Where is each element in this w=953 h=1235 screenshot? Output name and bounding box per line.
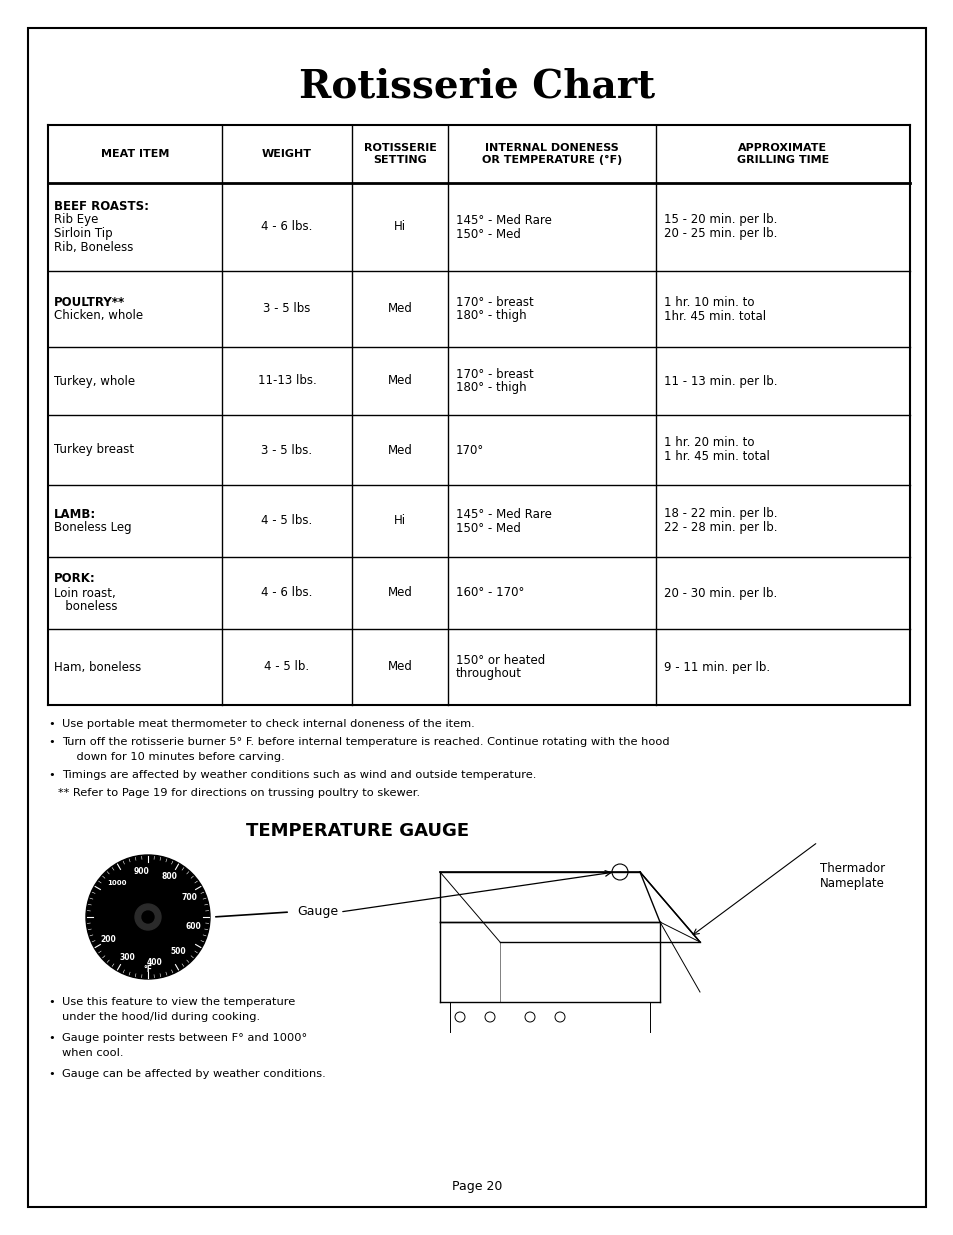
- Text: PORK:: PORK:: [54, 573, 95, 585]
- Text: Use portable meat thermometer to check internal doneness of the item.: Use portable meat thermometer to check i…: [62, 719, 475, 729]
- Text: 145° - Med Rare: 145° - Med Rare: [456, 214, 551, 226]
- Text: under the hood/lid during cooking.: under the hood/lid during cooking.: [62, 1011, 260, 1023]
- Text: Sirloin Tip: Sirloin Tip: [54, 227, 112, 241]
- Text: 4 - 5 lb.: 4 - 5 lb.: [264, 661, 309, 673]
- Text: 500: 500: [171, 947, 187, 956]
- Text: 300: 300: [119, 953, 135, 962]
- Text: ROTISSERIE
SETTING: ROTISSERIE SETTING: [363, 143, 436, 164]
- Text: 22 - 28 min. per lb.: 22 - 28 min. per lb.: [663, 521, 777, 535]
- Text: Turn off the rotisserie burner 5° F. before internal temperature is reached. Con: Turn off the rotisserie burner 5° F. bef…: [62, 737, 669, 747]
- Text: when cool.: when cool.: [62, 1049, 123, 1058]
- Text: 4 - 5 lbs.: 4 - 5 lbs.: [261, 515, 313, 527]
- Text: Med: Med: [387, 661, 412, 673]
- Text: 170°: 170°: [456, 443, 484, 457]
- Text: •: •: [48, 1070, 54, 1079]
- Text: 1hr. 45 min. total: 1hr. 45 min. total: [663, 310, 765, 322]
- Text: Chicken, whole: Chicken, whole: [54, 310, 143, 322]
- Text: 150° - Med: 150° - Med: [456, 521, 520, 535]
- Circle shape: [142, 911, 153, 923]
- Text: Med: Med: [387, 374, 412, 388]
- Text: Timings are affected by weather conditions such as wind and outside temperature.: Timings are affected by weather conditio…: [62, 769, 536, 781]
- Text: Loin roast,: Loin roast,: [54, 587, 115, 599]
- Text: 150° or heated: 150° or heated: [456, 653, 545, 667]
- Text: Med: Med: [387, 587, 412, 599]
- Text: boneless: boneless: [54, 600, 117, 614]
- Text: down for 10 minutes before carving.: down for 10 minutes before carving.: [62, 752, 284, 762]
- Text: 180° - thigh: 180° - thigh: [456, 310, 526, 322]
- Text: throughout: throughout: [456, 667, 521, 680]
- Text: 200: 200: [100, 935, 116, 945]
- Text: 180° - thigh: 180° - thigh: [456, 382, 526, 394]
- Text: Gauge can be affected by weather conditions.: Gauge can be affected by weather conditi…: [62, 1070, 325, 1079]
- Text: 4 - 6 lbs.: 4 - 6 lbs.: [261, 221, 313, 233]
- Text: Gauge pointer rests between F° and 1000°: Gauge pointer rests between F° and 1000°: [62, 1032, 307, 1044]
- Text: Rotisserie Chart: Rotisserie Chart: [298, 67, 655, 105]
- Text: 20 - 30 min. per lb.: 20 - 30 min. per lb.: [663, 587, 777, 599]
- Text: 1 hr. 10 min. to: 1 hr. 10 min. to: [663, 295, 754, 309]
- Text: 1000: 1000: [107, 881, 126, 887]
- Text: •: •: [48, 719, 54, 729]
- Text: •: •: [48, 737, 54, 747]
- Text: POULTRY**: POULTRY**: [54, 295, 125, 309]
- Text: Hi: Hi: [394, 515, 406, 527]
- Text: INTERNAL DONENESS
OR TEMPERATURE (°F): INTERNAL DONENESS OR TEMPERATURE (°F): [481, 143, 621, 164]
- Text: •: •: [48, 1032, 54, 1044]
- Text: Page 20: Page 20: [452, 1179, 501, 1193]
- Text: 1 hr. 20 min. to: 1 hr. 20 min. to: [663, 436, 754, 450]
- Text: 4 - 6 lbs.: 4 - 6 lbs.: [261, 587, 313, 599]
- Text: 11 - 13 min. per lb.: 11 - 13 min. per lb.: [663, 374, 777, 388]
- Text: 150° - Med: 150° - Med: [456, 227, 520, 241]
- Text: APPROXIMATE
GRILLING TIME: APPROXIMATE GRILLING TIME: [736, 143, 828, 164]
- Text: Rib, Boneless: Rib, Boneless: [54, 242, 133, 254]
- Text: Med: Med: [387, 443, 412, 457]
- Text: Turkey, whole: Turkey, whole: [54, 374, 135, 388]
- Text: 600: 600: [185, 923, 201, 931]
- Text: Thermador
Nameplate: Thermador Nameplate: [820, 862, 884, 890]
- Text: 9 - 11 min. per lb.: 9 - 11 min. per lb.: [663, 661, 769, 673]
- Text: Rib Eye: Rib Eye: [54, 214, 98, 226]
- Text: ** Refer to Page 19 for directions on trussing poultry to skewer.: ** Refer to Page 19 for directions on tr…: [58, 788, 419, 798]
- Text: •: •: [48, 769, 54, 781]
- Text: MEAT ITEM: MEAT ITEM: [101, 149, 169, 159]
- Text: WEIGHT: WEIGHT: [262, 149, 312, 159]
- Text: 20 - 25 min. per lb.: 20 - 25 min. per lb.: [663, 227, 777, 241]
- Text: 170° - breast: 170° - breast: [456, 368, 533, 380]
- Text: 800: 800: [161, 872, 177, 881]
- Text: Hi: Hi: [394, 221, 406, 233]
- Text: Med: Med: [387, 303, 412, 315]
- Text: LAMB:: LAMB:: [54, 508, 96, 520]
- Text: Boneless Leg: Boneless Leg: [54, 521, 132, 535]
- Text: 15 - 20 min. per lb.: 15 - 20 min. per lb.: [663, 214, 777, 226]
- Circle shape: [86, 855, 210, 979]
- Text: 145° - Med Rare: 145° - Med Rare: [456, 508, 551, 520]
- Text: Use this feature to view the temperature: Use this feature to view the temperature: [62, 997, 294, 1007]
- Text: Ham, boneless: Ham, boneless: [54, 661, 141, 673]
- Text: 400: 400: [147, 958, 162, 967]
- Text: Turkey breast: Turkey breast: [54, 443, 134, 457]
- Text: 160° - 170°: 160° - 170°: [456, 587, 524, 599]
- Text: 3 - 5 lbs: 3 - 5 lbs: [263, 303, 311, 315]
- Text: 700: 700: [182, 893, 197, 902]
- Text: 18 - 22 min. per lb.: 18 - 22 min. per lb.: [663, 508, 777, 520]
- Text: •: •: [48, 997, 54, 1007]
- Text: BEEF ROASTS:: BEEF ROASTS:: [54, 200, 149, 212]
- Text: °F: °F: [143, 965, 152, 973]
- Text: 3 - 5 lbs.: 3 - 5 lbs.: [261, 443, 313, 457]
- Text: 1 hr. 45 min. total: 1 hr. 45 min. total: [663, 451, 769, 463]
- Text: 11-13 lbs.: 11-13 lbs.: [257, 374, 316, 388]
- Text: 170° - breast: 170° - breast: [456, 295, 533, 309]
- Circle shape: [135, 904, 161, 930]
- Text: TEMPERATURE GAUGE: TEMPERATURE GAUGE: [246, 823, 469, 840]
- Text: 900: 900: [133, 867, 150, 876]
- Text: Gauge: Gauge: [296, 905, 337, 919]
